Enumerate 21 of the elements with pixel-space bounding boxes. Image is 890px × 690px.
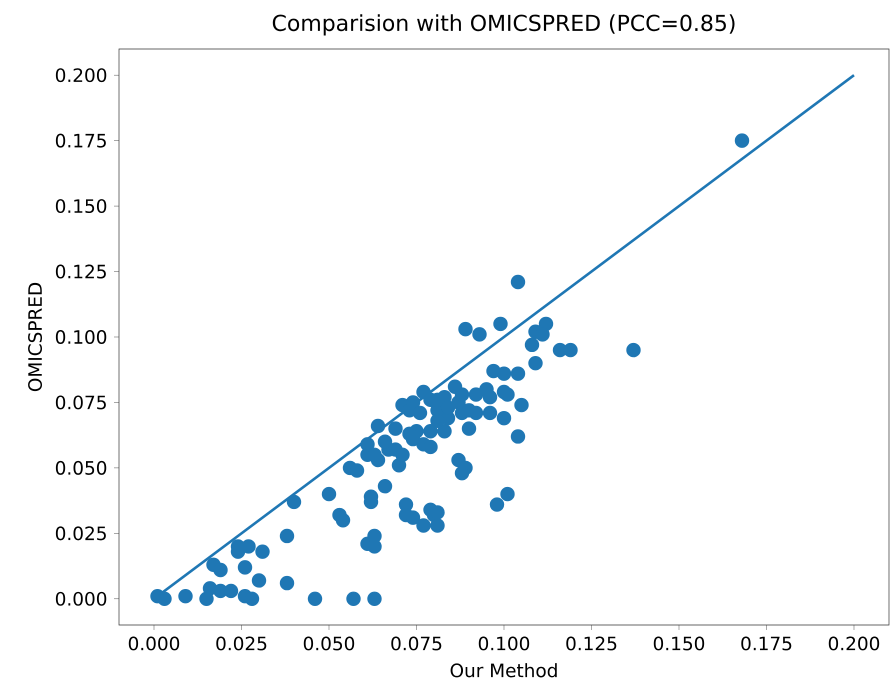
y-tick-label: 0.125 bbox=[56, 264, 106, 278]
x-tick-label: 0.150 bbox=[654, 636, 704, 650]
y-tick-label: 0.025 bbox=[56, 526, 106, 540]
x-axis-title: Our Method bbox=[450, 663, 557, 678]
y-tick-label: 0.050 bbox=[56, 460, 106, 475]
x-tick-label: 0.000 bbox=[128, 636, 180, 650]
y-tick-label: 0.150 bbox=[56, 199, 106, 214]
y-tick-label: 0.200 bbox=[56, 68, 106, 82]
x-tick-label: 0.175 bbox=[741, 636, 792, 650]
x-tick-label: 0.050 bbox=[304, 636, 354, 650]
x-tick-label: 0.025 bbox=[216, 636, 266, 650]
x-tick-label: 0.075 bbox=[391, 636, 442, 650]
chart-title: Comparision with OMICSPRED (PCC=0.85) bbox=[272, 14, 735, 36]
y-axis-title: OMICSPRED bbox=[28, 282, 42, 392]
y-tick-label: 0.100 bbox=[56, 330, 106, 344]
x-tick-label: 0.125 bbox=[566, 636, 616, 650]
x-tick-label: 0.100 bbox=[478, 636, 530, 650]
y-tick-label: 0.175 bbox=[56, 134, 106, 148]
y-tick-label: 0.000 bbox=[56, 592, 106, 606]
x-tick-label: 0.200 bbox=[828, 636, 880, 650]
y-tick-label: 0.075 bbox=[56, 395, 106, 410]
